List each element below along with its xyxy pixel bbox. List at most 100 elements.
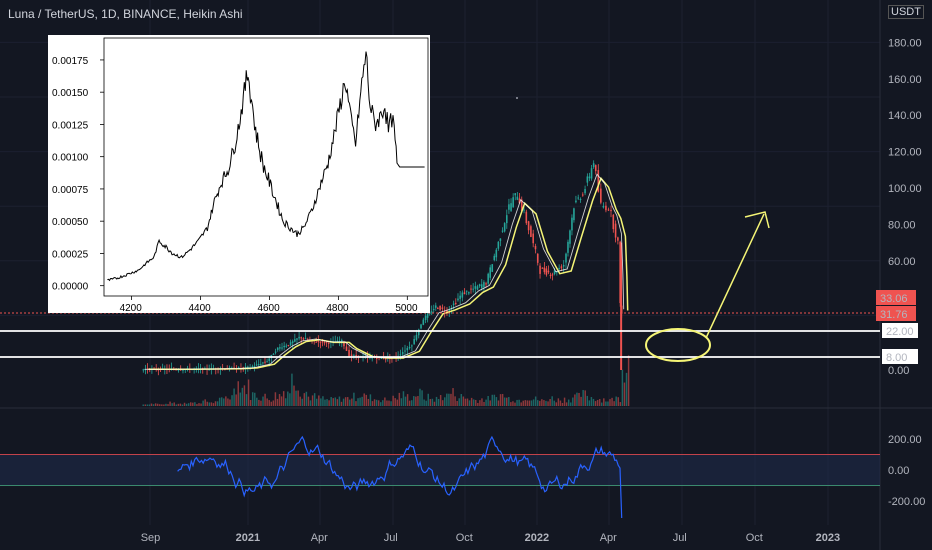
price-axis-tick: 100.00 [888, 183, 922, 195]
volume-bar [320, 398, 322, 406]
price-candle [545, 268, 548, 275]
price-candle [323, 342, 326, 344]
volume-bar [402, 391, 405, 406]
price-candle [424, 315, 427, 320]
time-axis-tick: Sep [141, 532, 161, 544]
inset-y-tick-label: 0.00150 [52, 88, 89, 99]
price-candle [532, 233, 534, 244]
price-candle [437, 307, 439, 309]
price-candle [242, 367, 245, 369]
volume-bar [349, 399, 351, 406]
volume-bar [543, 400, 545, 406]
volume-bar [167, 404, 169, 406]
volume-bar [373, 399, 376, 406]
volume-bar [609, 399, 611, 406]
currency-button[interactable]: USDT [888, 5, 924, 19]
volume-bar [446, 393, 448, 406]
volume-bar [439, 395, 442, 406]
volume-bar [553, 400, 555, 406]
volume-bar [503, 397, 506, 406]
price-candle [470, 288, 472, 290]
price-candle [244, 366, 247, 369]
volume-bar [574, 394, 576, 406]
inset-x-tick-label: 4200 [120, 303, 143, 314]
price-candle [319, 341, 322, 343]
volume-bar [382, 400, 384, 406]
volume-bar [214, 401, 217, 406]
price-candle [321, 341, 324, 343]
price-candle [415, 334, 418, 340]
volume-bar [485, 399, 487, 406]
volume-bar [289, 393, 291, 406]
volume-bar [301, 398, 303, 406]
cci-axis-tick: 0.00 [888, 465, 909, 477]
volume-bar [322, 396, 324, 406]
price-candle [281, 347, 283, 349]
volume-bar [559, 400, 562, 406]
volume-bar [156, 403, 159, 406]
volume-bar [536, 400, 539, 406]
volume-bar [406, 394, 409, 406]
volume-bar [450, 393, 452, 406]
volume-bar [578, 392, 580, 406]
price-candle [558, 268, 560, 270]
volume-bar [423, 399, 425, 406]
volume-bar [596, 399, 599, 406]
volume-bar [472, 399, 475, 406]
time-axis-tick: Apr [600, 532, 617, 544]
inset-y-tick-label: 0.00075 [52, 185, 89, 196]
volume-bar [274, 392, 277, 406]
price-candle [562, 265, 565, 267]
time-axis-tick: Apr [311, 532, 328, 544]
volume-bar [377, 400, 380, 406]
volume-bar [361, 396, 363, 406]
price-candle [536, 253, 539, 263]
price-candle [430, 311, 433, 313]
price-candle [304, 338, 307, 340]
volume-bar [285, 398, 287, 406]
volume-bar [454, 396, 456, 406]
inset-x-tick-label: 4800 [326, 303, 349, 314]
price-candle [420, 324, 422, 329]
volume-bar [497, 400, 500, 406]
price-candle [253, 366, 256, 368]
price-candle [468, 292, 470, 294]
volume-bar [303, 393, 306, 406]
volume-bar [266, 398, 268, 406]
price-candle [298, 336, 300, 339]
price-candle [274, 351, 277, 353]
symbol-title[interactable]: Luna / TetherUS, 1D, BINANCE, Heikin Ash… [8, 7, 243, 21]
volume-bar [607, 401, 609, 406]
volume-bar [541, 399, 543, 406]
level-label: 22.00 [886, 326, 914, 338]
price-candle [465, 290, 468, 292]
price-candle [439, 305, 441, 310]
volume-bar [264, 393, 266, 406]
volume-bar [493, 394, 496, 406]
volume-bar [278, 394, 281, 406]
volume-bar [353, 392, 355, 406]
volume-bar [280, 396, 283, 406]
price-candle [294, 339, 296, 342]
price-candle [426, 313, 429, 318]
volume-bar [605, 401, 607, 406]
volume-bar [231, 395, 233, 406]
price-candle [257, 364, 260, 366]
price-candle [279, 347, 281, 349]
price-label-box [876, 306, 916, 321]
price-candle [527, 221, 530, 231]
volume-bar [627, 355, 630, 406]
volume-bar [241, 387, 244, 406]
cci-axis-tick: 200.00 [888, 434, 922, 446]
volume-bar [489, 400, 491, 406]
volume-bar [547, 401, 549, 406]
price-candle [247, 366, 249, 368]
price-candle [577, 197, 580, 199]
price-candle [353, 355, 355, 357]
volume-bar [359, 397, 361, 406]
price-candle [296, 338, 298, 340]
inset-x-tick-label: 4400 [189, 303, 212, 314]
volume-bar [487, 396, 489, 406]
